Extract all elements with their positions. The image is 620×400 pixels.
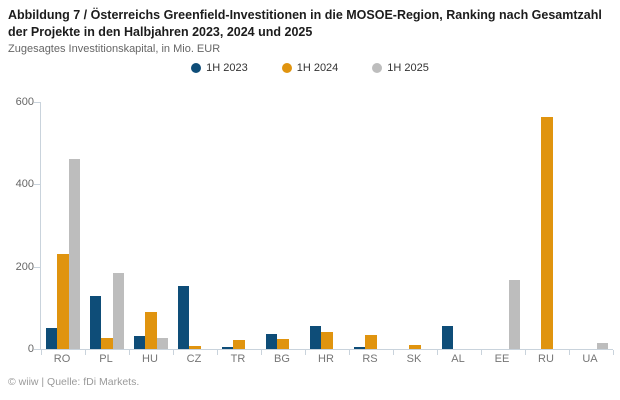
bar-group-pl	[85, 102, 129, 349]
bar-ro-1h-2025	[68, 158, 81, 349]
bar-group-cz	[173, 102, 217, 349]
y-axis-tick-label: 200	[15, 260, 34, 273]
bar-group-rs	[349, 102, 393, 349]
x-axis-label-rs: RS	[362, 353, 378, 365]
x-axis-tick	[85, 350, 86, 355]
y-axis-tick-label: 0	[27, 343, 34, 355]
bar-pl-1h-2025	[112, 272, 125, 349]
x-axis-tick	[437, 350, 438, 355]
x-axis-label-ua: UA	[582, 353, 598, 365]
x-axis-tick	[349, 350, 350, 355]
bar-group-hr	[305, 102, 349, 349]
bar-groups	[41, 102, 613, 349]
bar-group-bg	[261, 102, 305, 349]
x-axis-tick	[41, 350, 42, 355]
chart-subtitle: Zugesagtes Investitionskapital, in Mio. …	[8, 43, 221, 55]
x-axis-tick	[613, 350, 614, 355]
bar-tr-1h-2024	[233, 340, 245, 349]
x-axis-label-cz: CZ	[186, 353, 202, 365]
bar-group-ua	[569, 102, 613, 349]
bar-rs-1h-2024	[365, 335, 377, 349]
y-axis-tick-label: 600	[15, 96, 34, 108]
chart-legend: 1H 2023 1H 2024 1H 2025	[0, 62, 620, 74]
x-axis-label-pl: PL	[99, 353, 113, 365]
x-axis-labels: RO PL HU CZ TR BG HR RS SK AL EE RU UA	[40, 353, 612, 365]
legend-item-1h-2024: 1H 2024	[281, 62, 339, 74]
x-axis-label-tr: TR	[230, 353, 246, 365]
y-axis-tick-label: 400	[15, 178, 34, 191]
x-axis-tick	[305, 350, 306, 355]
x-axis-tick	[393, 350, 394, 355]
x-axis-label-hu: HU	[142, 353, 158, 365]
y-axis-tick	[34, 266, 40, 268]
bar-hr-1h-2023	[309, 325, 322, 349]
x-axis-tick	[525, 350, 526, 355]
bar-group-sk	[393, 102, 437, 349]
legend-item-1h-2023: 1H 2023	[191, 62, 248, 74]
bar-group-al	[437, 102, 481, 349]
bar-cz-1h-2024	[189, 345, 201, 349]
legend-dot-icon	[191, 63, 202, 73]
bar-sk-1h-2024	[409, 344, 421, 349]
x-axis-tick	[481, 350, 482, 355]
x-axis-label-ro: RO	[53, 353, 71, 365]
legend-dot-icon	[281, 63, 292, 73]
bar-group-hu	[129, 102, 173, 349]
x-axis-label-bg: BG	[274, 353, 290, 365]
bar-hu-1h-2025	[156, 337, 169, 349]
plot-area: 0 200 400 600	[16, 96, 614, 355]
bar-ru-1h-2024	[541, 117, 553, 349]
legend-label: 1H 2025	[387, 62, 429, 74]
bar-ee-1h-2025	[508, 279, 521, 349]
bar-cz-1h-2023	[177, 285, 190, 349]
bar-al-1h-2023	[441, 326, 454, 349]
bar-hu-1h-2023	[133, 336, 146, 349]
x-axis-tick	[129, 350, 130, 355]
bar-tr-1h-2023	[221, 347, 234, 349]
bar-ua-1h-2025	[596, 342, 609, 349]
bar-ro-1h-2023	[45, 328, 58, 349]
bar-bg-1h-2023	[265, 334, 278, 349]
x-axis-label-ee: EE	[494, 353, 510, 365]
y-axis-tick	[34, 102, 40, 103]
x-axis-tick	[569, 350, 570, 355]
x-axis-label-al: AL	[451, 353, 465, 365]
bar-ro-1h-2024	[57, 253, 69, 349]
x-axis-tick	[173, 350, 174, 355]
x-axis-tick	[217, 350, 218, 355]
x-axis-label-sk: SK	[406, 353, 422, 365]
x-axis-label-hr: HR	[318, 353, 334, 365]
legend-label: 1H 2024	[296, 62, 339, 74]
source-note: © wiiw | Quelle: fDi Markets.	[8, 376, 140, 388]
y-axis-tick	[34, 184, 40, 186]
bar-pl-1h-2024	[101, 338, 113, 349]
bar-group-ee	[481, 102, 525, 349]
bar-group-tr	[217, 102, 261, 349]
bar-rs-1h-2023	[353, 347, 366, 349]
bar-hr-1h-2024	[321, 332, 333, 349]
legend-label: 1H 2023	[206, 62, 248, 74]
bar-group-ro	[41, 102, 85, 349]
bar-pl-1h-2023	[89, 295, 102, 349]
x-axis-label-ru: RU	[538, 353, 554, 365]
bar-group-ru	[525, 102, 569, 349]
y-axis-tick	[34, 349, 40, 350]
legend-item-1h-2025: 1H 2025	[372, 62, 429, 74]
chart-title: Abbildung 7 / Österreichs Greenfield-Inv…	[8, 8, 602, 39]
legend-dot-icon	[372, 63, 383, 73]
bar-hu-1h-2024	[145, 311, 157, 349]
x-axis-tick	[261, 350, 262, 355]
bar-bg-1h-2024	[277, 338, 289, 349]
